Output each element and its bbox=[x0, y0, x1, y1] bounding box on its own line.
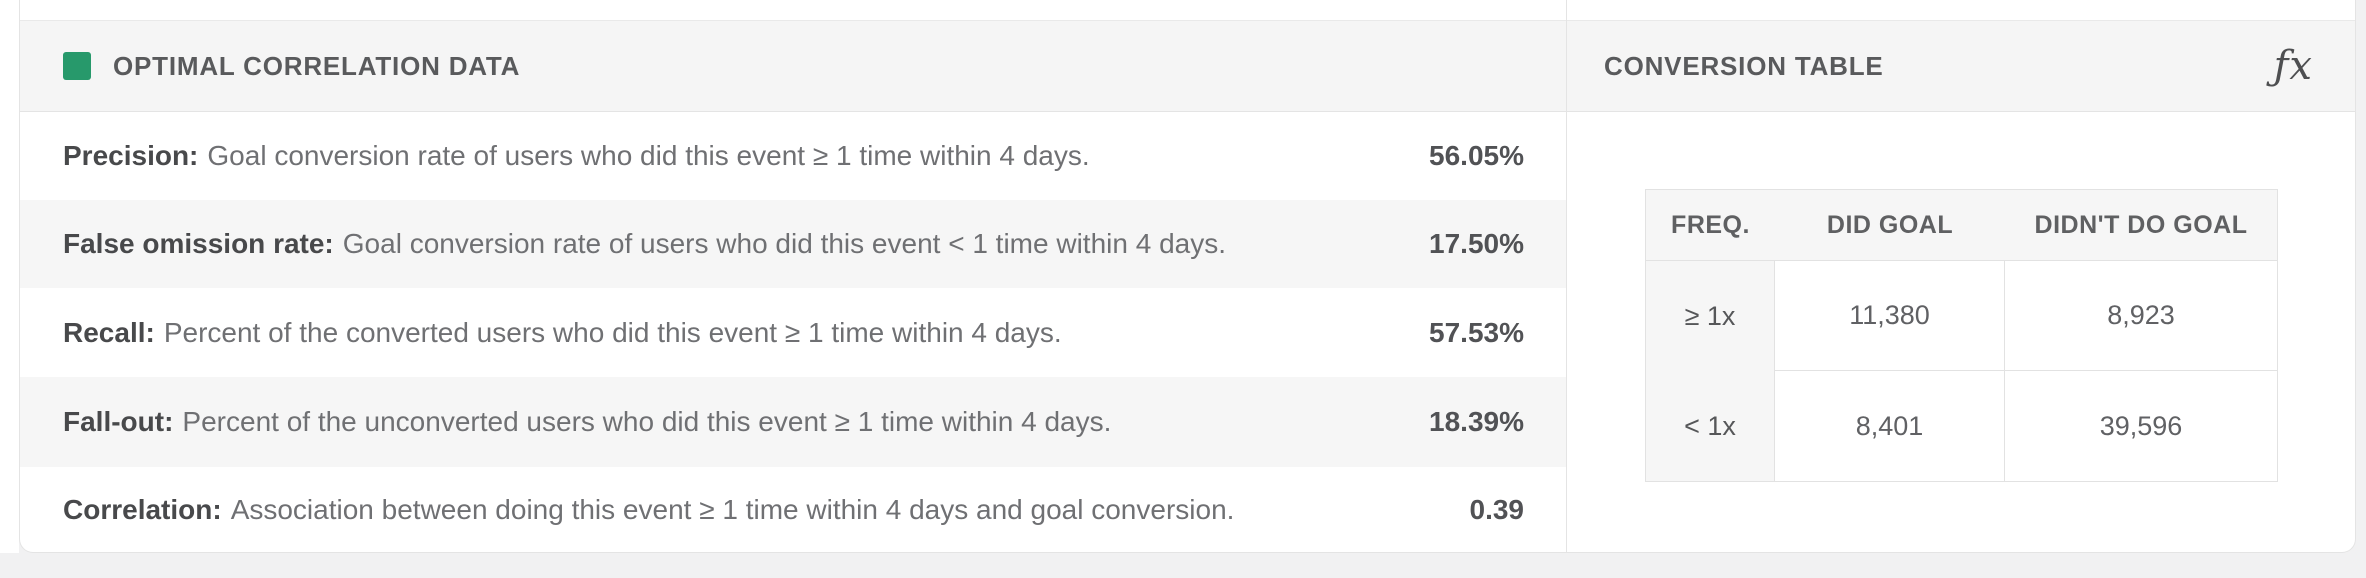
card-header: OPTIMAL CORRELATION DATA CONVERSION TABL… bbox=[20, 20, 2355, 112]
conversion-table-header-freq: FREQ. bbox=[1646, 190, 1775, 261]
conversion-table: FREQ. DID GOAL DIDN'T DO GOAL ≥ 1x 11,38… bbox=[1645, 189, 2278, 482]
metric-description: False omission rate: Goal conversion rate… bbox=[63, 228, 1226, 260]
conversion-table-header-didnt-do-goal: DIDN'T DO GOAL bbox=[2005, 190, 2277, 261]
metric-term: Recall: bbox=[63, 316, 155, 348]
did-goal-cell: 11,380 bbox=[1775, 261, 2005, 371]
freq-cell: ≥ 1x bbox=[1646, 261, 1775, 371]
metric-row-false-omission-rate: False omission rate: Goal conversion rate… bbox=[20, 200, 1566, 288]
metric-term: False omission rate: bbox=[63, 228, 334, 259]
metric-value: 18.39% bbox=[1429, 406, 1524, 437]
conversion-table-header-did-goal: DID GOAL bbox=[1775, 190, 2005, 261]
correlation-card: OPTIMAL CORRELATION DATA CONVERSION TABL… bbox=[19, 0, 2356, 553]
did-goal-cell: 8,401 bbox=[1775, 371, 2005, 481]
metric-term: Correlation: bbox=[63, 494, 222, 525]
metric-description-text: Percent of the converted users who did t… bbox=[163, 316, 1062, 348]
metric-description-text: Goal conversion rate of users who did th… bbox=[207, 140, 1090, 171]
metrics-list: Precision: Goal conversion rate of users … bbox=[20, 112, 1566, 552]
conversion-table-title: CONVERSION TABLE bbox=[1604, 50, 1884, 81]
metric-term: Fall-out: bbox=[63, 406, 174, 437]
metric-description: Correlation: Association between doing th… bbox=[63, 494, 1234, 526]
panel-divider bbox=[1566, 0, 1567, 552]
metric-value: 56.05% bbox=[1429, 140, 1524, 171]
freq-cell: < 1x bbox=[1646, 371, 1775, 481]
optimal-correlation-header: OPTIMAL CORRELATION DATA bbox=[20, 21, 1566, 111]
metric-term: Precision: bbox=[63, 140, 199, 171]
didnt-do-goal-cell: 39,596 bbox=[2099, 410, 2183, 441]
optimal-correlation-title: OPTIMAL CORRELATION DATA bbox=[113, 50, 521, 81]
metric-description-text: Goal conversion rate of users who did th… bbox=[342, 228, 1226, 259]
metric-value: 0.39 bbox=[1469, 494, 1525, 525]
conversion-table-header: CONVERSION TABLE ƒx bbox=[1566, 21, 2355, 111]
metric-value: 57.53% bbox=[1429, 316, 1524, 348]
page-left-gutter bbox=[0, 0, 19, 553]
metric-description-text: Association between doing this event ≥ 1… bbox=[230, 494, 1235, 525]
formula-fx-icon[interactable]: ƒx bbox=[2273, 43, 2313, 89]
legend-color-swatch-icon bbox=[63, 52, 91, 80]
metric-row-fall-out: Fall-out: Percent of the unconverted user… bbox=[20, 377, 1566, 467]
metric-value: 17.50% bbox=[1429, 228, 1524, 259]
metric-row-recall: Recall: Percent of the converted users wh… bbox=[20, 288, 1566, 377]
didnt-do-goal-cell: 8,923 bbox=[2005, 261, 2277, 371]
metric-row-correlation: Correlation: Association between doing th… bbox=[20, 467, 1566, 552]
metric-description: Fall-out: Percent of the unconverted user… bbox=[63, 406, 1111, 438]
metric-description: Precision: Goal conversion rate of users … bbox=[63, 140, 1090, 172]
metric-description: Recall: Percent of the converted users wh… bbox=[63, 317, 1062, 349]
metric-description-text: Percent of the unconverted users who did… bbox=[182, 406, 1112, 437]
metric-row-precision: Precision: Goal conversion rate of users … bbox=[20, 112, 1566, 200]
